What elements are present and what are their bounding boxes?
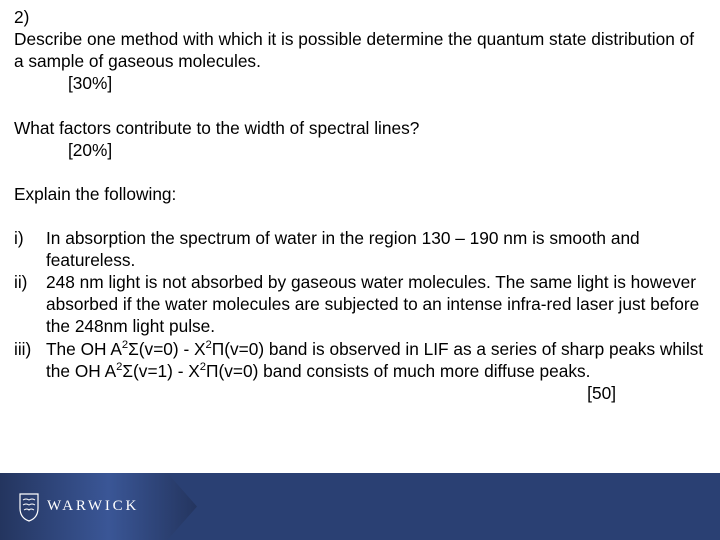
text-fragment: Σ(v=1) - X <box>122 361 199 381</box>
item-body: The OH A2Σ(v=0) - X2Π(v=0) band is obser… <box>46 338 706 382</box>
part-b-text: What factors contribute to the width of … <box>14 117 706 139</box>
question-number: 2) <box>14 6 706 28</box>
part-a-marks: [30%] <box>14 72 706 94</box>
logo-text: WARWICK <box>47 498 139 515</box>
spacer <box>14 205 706 227</box>
warwick-logo: WARWICK <box>18 492 139 522</box>
item-iii: iii) The OH A2Σ(v=0) - X2Π(v=0) band is … <box>14 338 706 382</box>
logo-crest-icon <box>18 492 40 522</box>
item-ii: ii) 248 nm light is not absorbed by gase… <box>14 271 706 337</box>
explain-intro: Explain the following: <box>14 183 706 205</box>
slide: 2) Describe one method with which it is … <box>0 0 720 540</box>
item-marker: i) <box>14 227 46 271</box>
item-body: In absorption the spectrum of water in t… <box>46 227 706 271</box>
item-marker: ii) <box>14 271 46 337</box>
spacer <box>14 161 706 183</box>
item-i: i) In absorption the spectrum of water i… <box>14 227 706 271</box>
item-marker: iii) <box>14 338 46 382</box>
logo-ribbon: WARWICK <box>0 473 197 540</box>
item-body: 248 nm light is not absorbed by gaseous … <box>46 271 706 337</box>
slide-content: 2) Describe one method with which it is … <box>0 0 720 404</box>
text-fragment: Π(v=0) band consists of much more diffus… <box>206 361 590 381</box>
final-marks: [50] <box>14 382 706 404</box>
text-fragment: The OH A <box>46 339 122 359</box>
part-b-marks: [20%] <box>14 139 706 161</box>
spacer <box>14 95 706 117</box>
part-a-text: Describe one method with which it is pos… <box>14 28 706 72</box>
text-fragment: Σ(v=0) - X <box>128 339 205 359</box>
part-a-line: Describe one method with which it is pos… <box>14 29 694 71</box>
